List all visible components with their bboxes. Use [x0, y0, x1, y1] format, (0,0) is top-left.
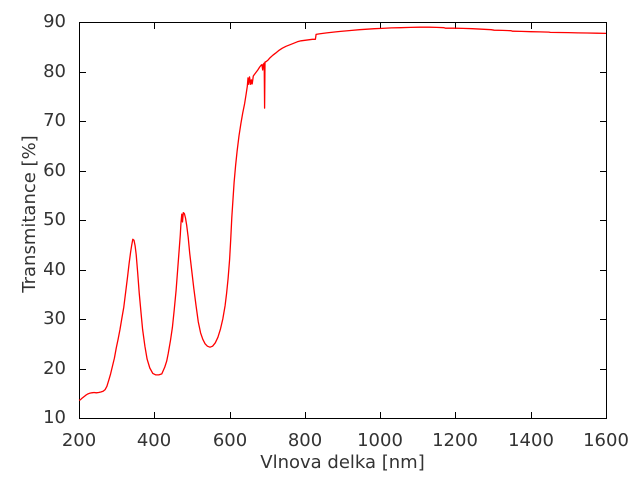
x-tick-label: 1400 [508, 430, 554, 451]
y-tick-label: 10 [43, 407, 66, 428]
y-tick-label: 20 [43, 358, 66, 379]
y-tick-label: 40 [43, 259, 66, 280]
x-tick-label: 600 [213, 430, 247, 451]
y-tick-label: 90 [43, 11, 66, 32]
x-tick-label: 1600 [583, 430, 629, 451]
x-tick-label: 800 [288, 430, 322, 451]
x-tick-label: 1000 [357, 430, 403, 451]
y-tick-label: 30 [43, 308, 66, 329]
y-tick-label: 50 [43, 209, 66, 230]
x-axis-label: Vlnova delka [nm] [260, 452, 425, 473]
x-tick-label: 400 [137, 430, 171, 451]
y-axis-label: Transmitance [%] [19, 135, 40, 293]
data-line [78, 26, 607, 401]
plot-frame [79, 22, 607, 419]
y-tick-label: 80 [43, 61, 66, 82]
x-tick-label: 1200 [432, 430, 478, 451]
x-tick-label: 200 [62, 430, 96, 451]
y-tick-label: 60 [43, 160, 66, 181]
y-tick-label: 70 [43, 110, 66, 131]
